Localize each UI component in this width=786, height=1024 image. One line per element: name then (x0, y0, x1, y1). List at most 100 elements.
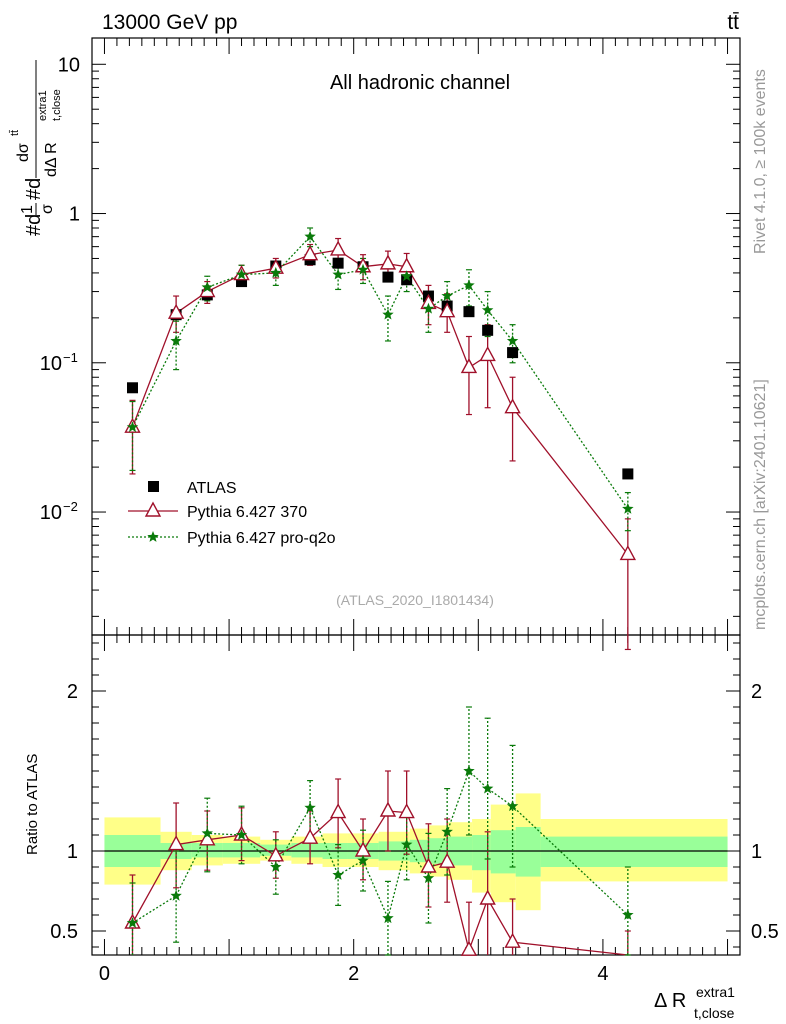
pythia370-point (167, 303, 185, 319)
pythia370-ratio-point (199, 830, 216, 846)
proq2o-ratio-point (304, 801, 316, 813)
proq2o-point (422, 302, 435, 314)
pythia370-ratio-point (460, 940, 478, 956)
ratio-bands (104, 793, 728, 911)
svg-text:dσ: dσ (15, 143, 32, 162)
pythia370-point (619, 544, 637, 561)
proq2o-ratio-point (481, 782, 494, 794)
inner-band-12 (472, 835, 491, 871)
atlas-point (507, 347, 519, 359)
inner-band-14 (515, 827, 541, 877)
y-axis-label: #d 1 σ #d dσ tt̄ dΔ R extra1 t,close (9, 60, 63, 236)
pythia370-ratio-point (301, 828, 319, 844)
atlas-point (482, 324, 494, 336)
svg-text:1: 1 (19, 205, 36, 214)
atlas-point (127, 382, 138, 394)
pythia370-ratio-point (379, 801, 397, 817)
main-markers (124, 230, 637, 561)
atlas-point (382, 271, 394, 283)
main-series-lines (131, 235, 629, 555)
proq2o-ratio-point (357, 854, 369, 866)
pythia370-point (504, 398, 521, 414)
proq2o-point (332, 268, 344, 280)
y-tick-exponent: −2 (63, 499, 78, 514)
proq2o-point (201, 281, 213, 293)
pythia370-point (199, 282, 216, 298)
svg-text:dΔ R: dΔ R (43, 142, 60, 177)
pythia370-point (460, 358, 478, 374)
x-axis-ticks: 0 2 4 (99, 38, 729, 985)
ratio-line-1 (131, 810, 628, 956)
proq2o-point (170, 335, 182, 346)
proq2o-point (304, 230, 316, 242)
y-tick-label: 10 (58, 54, 80, 76)
ratio-y-label: Ratio to ATLAS (24, 754, 41, 855)
x-tick-label: 4 (597, 963, 608, 985)
proq2o-point (463, 279, 475, 291)
proq2o-ratio-point (422, 872, 435, 884)
svg-text:#d: #d (23, 178, 45, 200)
pythia370-point (301, 245, 319, 261)
svg-text:t,close: t,close (51, 89, 63, 121)
y-tick-label: 1 (69, 204, 80, 226)
proq2o-ratio-point (332, 869, 344, 880)
proq2o-point (481, 304, 494, 316)
pythia370-ratio-point (438, 852, 456, 868)
proq2o-ratio-point (506, 800, 519, 812)
ratio-tick-label-right: 0.5 (751, 921, 779, 943)
process-label: tt̄ (727, 11, 739, 34)
ratio-plot-frame (91, 634, 741, 956)
svg-text:Δ R: Δ R (654, 990, 686, 1012)
pythia370-ratio-point (167, 835, 185, 851)
svg-text:tt̄: tt̄ (9, 130, 21, 136)
ratio-tick-label-left: 0.5 (50, 921, 78, 943)
x-tick-label: 0 (99, 963, 110, 985)
pythia370-point (398, 257, 415, 273)
proq2o-point (622, 502, 634, 514)
svg-text:σ: σ (39, 204, 56, 214)
ratio-tick-label-left: 2 (67, 681, 78, 703)
series-line-2 (131, 235, 629, 510)
y-tick-label: 10 (40, 502, 62, 524)
svg-text:extra1: extra1 (37, 90, 49, 121)
proq2o-point (235, 268, 248, 280)
atlas-point (332, 257, 344, 269)
legend-marker-pythia370 (144, 501, 162, 517)
proq2o-point (382, 308, 394, 320)
legend-label-proq2o: Pythia 6.427 pro-q2o (187, 530, 336, 547)
legend: ATLAS Pythia 6.427 370 Pythia 6.427 pro-… (128, 480, 336, 547)
proq2o-point (441, 290, 453, 301)
svg-text:#d: #d (23, 214, 45, 236)
rivet-label: Rivet 4.1.0, ≥ 100k events (752, 69, 769, 254)
proq2o-ratio-point (463, 765, 475, 776)
atlas-point (401, 274, 413, 286)
legend-star-shape (147, 531, 159, 542)
atlas-point (463, 306, 475, 318)
y-tick-label: 10 (40, 353, 62, 375)
pythia370-ratio-point (267, 846, 284, 862)
pythia370-point (329, 240, 347, 256)
x-tick-label: 2 (348, 963, 359, 985)
analysis-tag: (ATLAS_2020_I1801434) (336, 592, 494, 608)
energy-label: 13000 GeV pp (102, 11, 237, 34)
proq2o-point (400, 270, 413, 282)
mcplots-label: mcplots.cern.ch [arXiv:2401.10621] (752, 379, 769, 630)
proq2o-ratio-point (441, 825, 453, 837)
atlas-point (622, 468, 634, 480)
proq2o-ratio-point (270, 861, 282, 872)
ratio-tick-label-left: 1 (67, 841, 78, 863)
ratio-markers (124, 765, 634, 956)
legend-label-atlas: ATLAS (187, 480, 237, 497)
inner-band-5 (291, 843, 323, 858)
proq2o-ratio-point (201, 827, 213, 839)
pythia370-ratio-point (398, 803, 415, 819)
legend-marker-proq2o (147, 531, 159, 542)
proq2o-ratio-point (400, 838, 413, 850)
svg-text:t,close: t,close (694, 1005, 735, 1021)
ratio-axis-ticks: 0.5 0.5 1 1 2 2 (50, 642, 779, 948)
legend-marker-atlas (148, 481, 159, 492)
pythia370-ratio-point (329, 803, 347, 819)
chart-title: All hadronic channel (330, 72, 510, 94)
